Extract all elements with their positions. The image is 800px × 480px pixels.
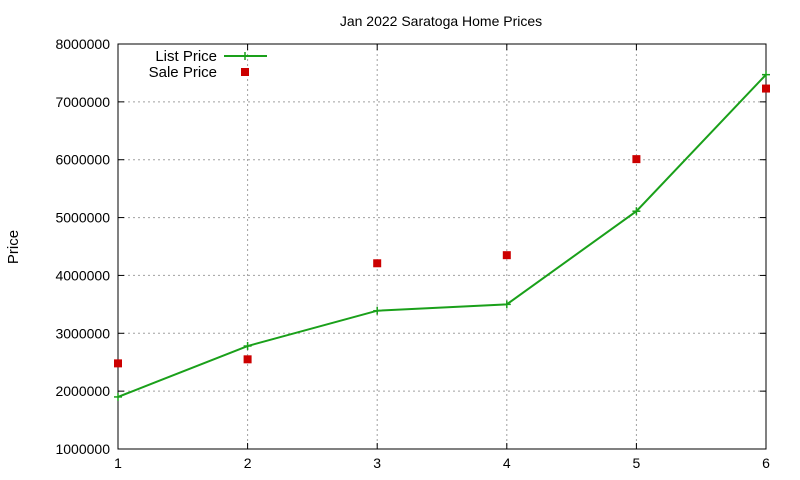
x-tick-label: 6 (762, 455, 770, 471)
legend-swatch-list-price (224, 52, 267, 60)
y-tick-label: 1000000 (55, 441, 110, 457)
legend-label-list-price: List Price (155, 48, 217, 65)
legend-swatch-sale-price (241, 68, 249, 76)
x-tick-label: 5 (633, 455, 641, 471)
legend: List Price Sale Price (149, 48, 267, 81)
grid-layer (118, 44, 766, 449)
list-price-point (632, 207, 641, 216)
sale-price-point (632, 155, 641, 164)
list-price-point (243, 342, 252, 351)
sale-price-point (114, 359, 122, 368)
list-price-point (502, 300, 511, 309)
x-tick-label: 1 (114, 455, 122, 471)
legend-marker-sample (241, 68, 249, 76)
y-axis-label: Price (5, 230, 22, 264)
plot-frame (117, 43, 767, 450)
x-tick-label: 2 (244, 455, 252, 471)
y-tick-label: 8000000 (55, 36, 110, 52)
y-tick-label: 2000000 (55, 383, 110, 399)
chart-title: Jan 2022 Saratoga Home Prices (340, 13, 542, 29)
x-tick-label: 3 (373, 455, 381, 471)
y-tick-labels: 1000000 2000000 3000000 4000000 5000000 60000… (55, 36, 110, 457)
x-tick-label: 4 (503, 455, 511, 471)
list-price-line (117, 73, 767, 398)
legend-marker-sample (241, 52, 249, 60)
y-tick-label: 4000000 (55, 267, 110, 283)
sale-price-point (243, 355, 252, 364)
x-tick-labels: 1 2 3 4 5 6 (114, 455, 770, 471)
y-tick-label: 6000000 (55, 152, 110, 168)
sale-price-point (373, 259, 382, 268)
y-tick-label: 3000000 (55, 325, 110, 341)
list-price-point (762, 70, 770, 79)
list-price-point (373, 306, 382, 315)
list-price-point (114, 392, 122, 401)
y-tick-label: 7000000 (55, 94, 110, 110)
series-layer (114, 70, 770, 401)
y-tick-label: 5000000 (55, 210, 110, 226)
sale-price-point (762, 84, 770, 93)
sale-price-point (502, 251, 511, 260)
legend-label-sale-price: Sale Price (149, 64, 217, 81)
